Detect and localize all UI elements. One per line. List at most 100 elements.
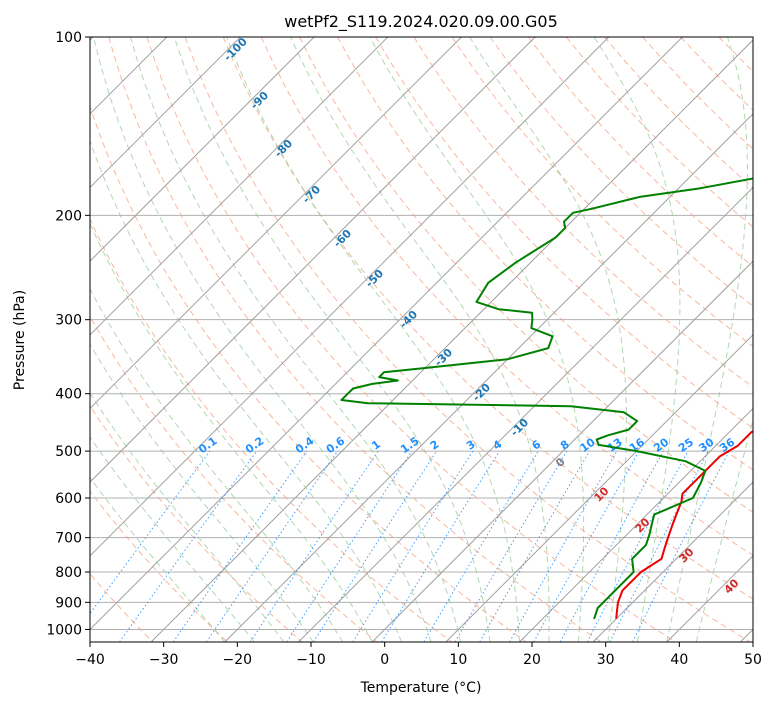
moist-adiabat-line	[90, 222, 373, 642]
plot-area: 0.1 0.2 0.4 0.6 1 1.5 2 3 4 6 8 10 13 16 20 25 30 36-100-…	[0, 35, 753, 642]
mixing-ratio-line	[286, 450, 413, 642]
moist-adiabat-line	[666, 37, 748, 642]
y-axis-label: Pressure (hPa)	[12, 290, 28, 390]
moist-label: 30	[677, 545, 697, 565]
dry-adiabats	[0, 37, 753, 642]
isotherm-line	[90, 37, 683, 631]
isotherm-line	[445, 334, 753, 642]
isotherm-label: -80	[272, 137, 295, 160]
dry-adiabat-line	[337, 37, 753, 471]
moist-adiabat-line	[90, 139, 403, 642]
moist-adiabat-line	[90, 436, 255, 642]
isotherm-label: -20	[470, 381, 493, 404]
x-tick-label: 20	[523, 652, 541, 668]
dry-adiabat-line	[489, 37, 753, 307]
moist-adiabat-line	[369, 37, 585, 642]
mixing-ratio-line	[90, 450, 211, 615]
y-tick-label: 1000	[46, 622, 82, 638]
mixing-ratio-line	[559, 450, 664, 642]
dry-adiabat-line	[90, 572, 154, 642]
moist-adiabat-line	[290, 37, 550, 642]
dry-adiabat-line	[451, 37, 753, 348]
isotherm-line	[90, 37, 536, 483]
temperature-line	[615, 430, 753, 619]
x-tick-label: 40	[670, 652, 688, 668]
isotherm-line	[90, 37, 610, 557]
moist-label: 40	[722, 576, 742, 596]
mixing-ratio-lines	[90, 450, 730, 642]
y-tick-label: 500	[55, 444, 82, 460]
isotherm-line	[224, 113, 753, 642]
y-tick-label: 800	[55, 565, 82, 581]
mixing-ratio-label: 2	[428, 438, 442, 453]
mixing-ratio-line	[533, 450, 640, 642]
isotherm-line	[298, 186, 753, 642]
moist-adiabat-line	[130, 37, 461, 642]
y-tick-label: 400	[55, 387, 82, 403]
x-tick-label: 50	[744, 652, 762, 668]
moist-adiabats	[90, 37, 753, 642]
mixing-ratio-label: 8	[558, 438, 572, 453]
y-tick-label: 700	[55, 531, 82, 547]
mixing-ratio-label: 30	[696, 435, 716, 455]
moist-adiabat-line	[173, 37, 491, 642]
dry-adiabat-line	[260, 37, 753, 556]
x-tick-label: 30	[597, 652, 615, 668]
dry-adiabat-line	[90, 105, 527, 642]
mixing-ratio-line	[352, 450, 474, 642]
dry-adiabat-line	[90, 315, 378, 642]
mixing-ratio-label: 0.6	[324, 434, 348, 456]
dry-adiabat-line	[0, 37, 3, 642]
mixing-ratio-line	[509, 450, 618, 642]
x-tick-label: −10	[296, 652, 326, 668]
dry-adiabat-line	[108, 37, 602, 642]
isotherm-label: -60	[331, 227, 354, 250]
mixing-ratio-label: 6	[529, 438, 543, 453]
profile-series	[340, 177, 753, 620]
moist-adiabat-line	[90, 343, 314, 642]
mixing-ratio-label: 1.5	[398, 434, 421, 456]
y-tick-label: 100	[55, 30, 82, 46]
x-tick-label: −40	[75, 652, 105, 668]
dry-adiabat-line	[527, 37, 753, 268]
moist-adiabat-line	[226, 37, 520, 642]
isotherm-label: -100	[221, 35, 250, 64]
mixing-ratio-label: 25	[676, 436, 696, 455]
mixing-ratio-line	[381, 450, 500, 642]
isotherm-label: -90	[248, 89, 271, 112]
dry-adiabat-line	[375, 37, 753, 429]
mixing-ratio-label: 4	[491, 438, 505, 453]
y-tick-label: 600	[55, 491, 82, 507]
mixing-ratio-line	[172, 450, 308, 642]
isotherm-label: -40	[397, 308, 420, 331]
isotherm-line	[592, 481, 753, 642]
chart-title: wetPf2_S119.2024.020.09.00.G05	[284, 12, 558, 32]
mixing-ratio-line	[586, 450, 689, 642]
pressure-gridlines	[90, 37, 753, 630]
y-tick-label: 900	[55, 595, 82, 611]
dry-adiabat-line	[90, 404, 303, 642]
isotherm-line	[90, 37, 315, 262]
isotherms	[90, 37, 753, 642]
mixing-ratio-line	[119, 450, 258, 642]
dewpoint-line	[340, 177, 753, 620]
mixing-ratio-label: 0.4	[293, 434, 317, 456]
mixing-ratio-line	[454, 450, 568, 642]
plot-frame	[89, 36, 754, 643]
isotherm-line	[371, 260, 753, 642]
dry-adiabat-line	[680, 37, 753, 111]
isotherm-label: -50	[363, 267, 386, 290]
x-tick-label: −30	[149, 652, 179, 668]
x-axis-ticks: −40 −30 −20 −10 0 10 20 30 40 50	[75, 642, 762, 668]
y-axis-ticks: 100 200 300 400 500 600 700 800 900 1000	[46, 30, 90, 638]
mixing-ratio-label: 0.2	[243, 434, 266, 456]
moist-adiabat-line	[469, 37, 627, 642]
moist-adiabat-line	[90, 476, 226, 642]
x-tick-label: −20	[223, 652, 253, 668]
moist-adiabat-line	[695, 418, 753, 642]
isotherm-line	[150, 39, 753, 642]
isotherm-label: -10	[508, 416, 531, 439]
dry-adiabat-line	[146, 37, 676, 642]
dry-adiabat-line	[90, 490, 228, 642]
